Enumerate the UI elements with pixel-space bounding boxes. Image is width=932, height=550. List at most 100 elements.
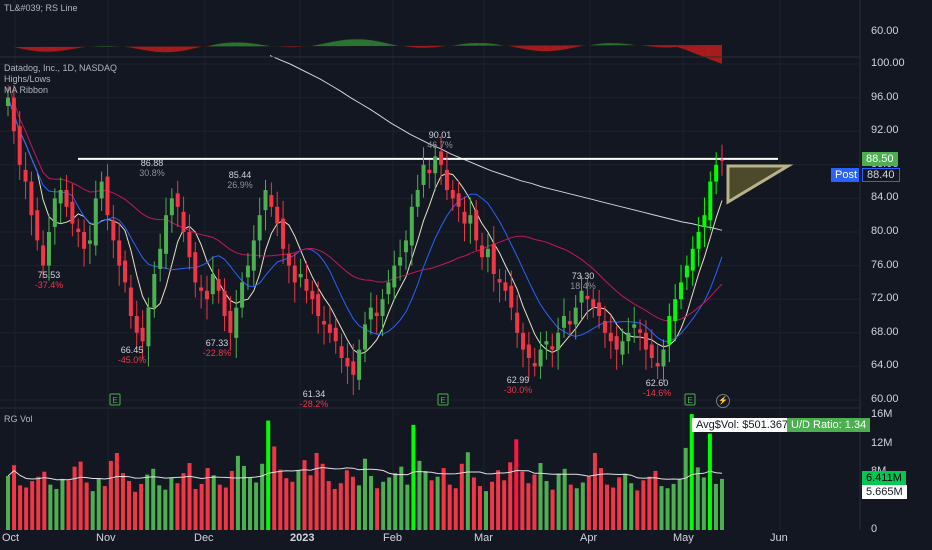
volume-bar — [562, 468, 567, 530]
high-low-label: 61.34 -28.2% — [294, 389, 334, 409]
candle — [234, 307, 239, 338]
candle — [363, 324, 367, 350]
time-axis-label: May — [673, 532, 694, 544]
price-axis-label: 84.00 — [871, 191, 899, 204]
volume-bar — [713, 483, 718, 530]
volume-axis-label: 12M — [871, 436, 893, 449]
high-low-price: 86.88 — [140, 158, 164, 168]
volume-bar — [496, 470, 501, 530]
candles — [6, 85, 724, 395]
rs-fill — [677, 45, 687, 51]
volume-bar — [659, 486, 664, 530]
volume-bar — [471, 477, 476, 530]
candle — [485, 248, 490, 258]
rs-fill — [65, 46, 75, 51]
rs-fill — [236, 41, 246, 47]
volume-bar — [326, 481, 331, 530]
volume-bar — [629, 483, 634, 530]
volume-bar — [550, 489, 555, 530]
time-axis-label: Apr — [580, 532, 598, 544]
candle — [87, 240, 92, 244]
volume-axis-label: 0 — [871, 523, 878, 535]
volume-bar — [369, 476, 374, 530]
highs-lows-legend: Highs/Lows — [4, 74, 51, 84]
candle — [421, 164, 426, 185]
candle — [561, 316, 566, 328]
volume-bar — [544, 481, 549, 530]
price-axis-label: 76.00 — [871, 258, 899, 271]
rs-line-pane — [11, 38, 723, 65]
candle — [374, 312, 379, 316]
candle — [638, 329, 643, 333]
volume-bar — [641, 480, 646, 530]
candle — [187, 232, 192, 258]
volume-legend: RG Vol — [4, 414, 33, 424]
rs-fill — [155, 46, 165, 53]
candle — [620, 341, 625, 355]
price-axis-label: 60.00 — [871, 393, 899, 405]
rs-fill — [515, 45, 525, 50]
candle — [521, 332, 526, 350]
volume-bar — [338, 483, 343, 530]
volume-bar — [344, 470, 349, 530]
candle — [439, 151, 444, 165]
candle — [146, 307, 151, 347]
high-low-percent: 18.4% — [570, 281, 596, 291]
volume-bar — [441, 468, 446, 530]
volume-bar — [417, 460, 422, 530]
candle — [673, 299, 678, 322]
high-low-label: 62.99 -30.0% — [498, 375, 538, 395]
volume-bar — [114, 452, 119, 530]
candle — [123, 260, 128, 283]
volume-bar — [229, 470, 234, 530]
candle — [216, 279, 221, 291]
volume-bar — [151, 468, 156, 530]
candle — [281, 218, 286, 249]
volume-bar — [574, 488, 579, 530]
volume-bar — [399, 466, 404, 530]
candle — [164, 215, 169, 254]
symbol-legend: Datadog, Inc., 1D, NASDAQ — [4, 63, 118, 73]
volume-bar — [520, 471, 525, 530]
candle — [64, 190, 69, 207]
volume-bar — [157, 485, 162, 530]
candle — [152, 274, 157, 308]
candle — [544, 341, 549, 345]
rs-axis-label: 60.00 — [871, 25, 899, 37]
candle — [327, 324, 332, 333]
lightning-icon[interactable]: ⚡ — [716, 394, 730, 408]
volume-bar — [350, 476, 355, 530]
volume-bar — [78, 461, 83, 530]
volume-bar — [169, 477, 174, 530]
earnings-marker — [684, 393, 696, 406]
candle — [480, 245, 485, 258]
volume-bar — [278, 469, 283, 530]
volume-bar — [526, 483, 531, 530]
high-low-percent: -30.0% — [503, 385, 533, 395]
volume-bar — [96, 478, 101, 530]
rs-fill — [362, 38, 372, 47]
post-price-tag: 88.40 — [862, 168, 900, 182]
candle — [175, 193, 180, 207]
volume-bar — [411, 424, 416, 530]
volume-bar — [60, 478, 65, 530]
volume-bar — [459, 463, 464, 530]
earnings-marker — [109, 393, 121, 406]
candle — [292, 265, 297, 283]
volume-bar — [254, 482, 259, 530]
time-axis-label: Jun — [770, 532, 788, 544]
candle — [368, 307, 373, 320]
sma200-line — [269, 55, 723, 231]
candle — [427, 169, 432, 174]
time-axis-label: Oct — [2, 532, 20, 544]
candle — [456, 193, 461, 207]
volume-tag-current: 6.411M — [862, 471, 906, 485]
volume-bar — [683, 447, 688, 530]
volume-axis-label: 16M — [871, 407, 893, 420]
rs-fill — [470, 42, 480, 46]
volume-bar — [36, 476, 41, 530]
rs-fill — [173, 46, 183, 53]
candle — [626, 332, 631, 342]
